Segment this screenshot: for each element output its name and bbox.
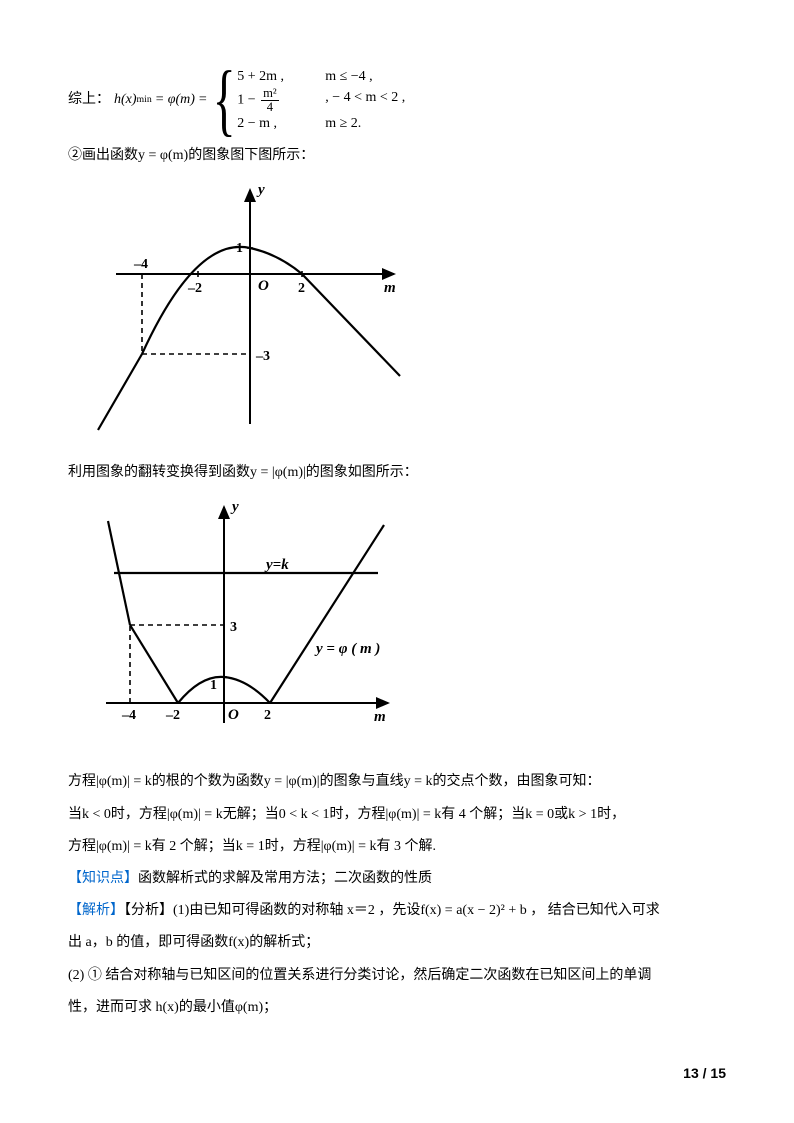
analysis-label: 【解析】 [68,903,124,918]
yk-label: y=k [264,557,289,573]
svg-text:y: y [230,499,239,515]
cases-2: 方程|φ(m)| = k有 2 个解；当k = 1时，方程|φ(m)| = k有… [68,831,726,863]
svg-text:–2: –2 [165,708,180,723]
m-label: m [384,280,396,296]
svg-text:–3: –3 [255,349,270,364]
svg-text:–4: –4 [133,257,148,272]
knowledge-label: 【知识点】 [68,871,138,886]
svg-text:m: m [374,709,386,725]
svg-text:1: 1 [210,678,217,693]
graph-phi: y m O –4 –2 2 1 –3 [78,176,726,451]
knowledge-text: 函数解析式的求解及常用方法；二次函数的性质 [138,871,432,886]
piecewise-body: 5 + 2m , m ≤ −4 , 1 − m²4 , − 4 < m < 2 … [237,66,405,134]
svg-text:–2: –2 [187,281,202,296]
graph-abs-phi: y m O –4 –2 2 1 3 y=k y = φ ( m ) [78,493,726,748]
summary-prefix: 综上： [68,84,110,116]
analysis-line-3: (2) ① 结合对称轴与已知区间的位置关系进行分类讨论，然后确定二次函数在已知区… [68,960,726,992]
piecewise-summary: 综上： h(x)min = φ(m) = { 5 + 2m , m ≤ −4 ,… [68,60,726,140]
left-brace: { [212,60,235,140]
origin-label: O [258,278,269,294]
svg-text:2: 2 [264,708,271,723]
step2-intro: ②画出函数y = φ(m)的图象图下图所示： [68,140,726,172]
yphi-label: y = φ ( m ) [314,641,380,657]
analysis-line-2: 出 a，b 的值，即可得函数f(x)的解析式； [68,927,726,959]
analysis-line-4: 性，进而可求 h(x)的最小值φ(m)； [68,992,726,1024]
analysis-line-1: 【解析】【分析】(1)由已知可得函数的对称轴 x＝2 ，先设f(x) = a(x… [68,895,726,927]
knowledge-line: 【知识点】函数解析式的求解及常用方法；二次函数的性质 [68,863,726,895]
svg-text:1: 1 [236,241,243,256]
svg-text:O: O [228,707,239,723]
h-min: h(x) [114,84,137,116]
svg-text:–4: –4 [121,708,136,723]
page-number: 13 / 15 [683,1065,726,1081]
cases-1: 当k < 0时，方程|φ(m)| = k无解；当0 < k < 1时，方程|φ(… [68,799,726,831]
svg-text:2: 2 [298,281,305,296]
roots-intro: 方程|φ(m)| = k的根的个数为函数y = |φ(m)|的图象与直线y = … [68,766,726,798]
flip-text: 利用图象的翻转变换得到函数y = |φ(m)|的图象如图所示： [68,457,726,489]
y-label: y [256,182,265,198]
svg-text:3: 3 [230,620,237,635]
